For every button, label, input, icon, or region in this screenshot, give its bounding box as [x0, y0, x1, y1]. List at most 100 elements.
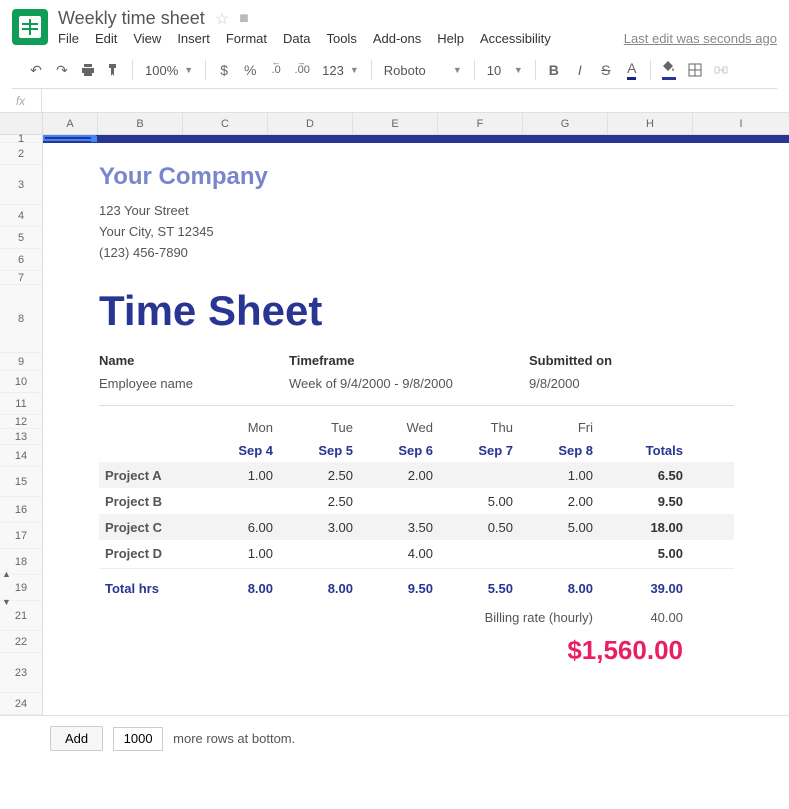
menu-bar: File Edit View Insert Format Data Tools …	[58, 31, 777, 46]
hours-cell: 3.00	[279, 516, 359, 539]
row-head-2[interactable]: 2	[0, 143, 42, 165]
star-icon[interactable]: ☆	[215, 9, 229, 29]
row-head-7[interactable]: 7	[0, 271, 42, 285]
submitted-value: 9/8/2000	[529, 376, 580, 391]
font-size-select[interactable]: 10▼	[481, 58, 529, 82]
submitted-label: Submitted on	[529, 353, 612, 368]
hours-cell	[439, 471, 519, 479]
add-rows-footer: Add more rows at bottom.	[0, 715, 789, 761]
day-wed: Wed	[359, 416, 439, 439]
row-head-3[interactable]: 3	[0, 165, 42, 205]
row-head-17[interactable]: 17	[0, 523, 42, 549]
col-head-a[interactable]: A	[43, 113, 98, 134]
increase-decimal-button[interactable]: .00→	[290, 58, 314, 82]
zoom-select[interactable]: 100%▼	[139, 58, 199, 82]
col-head-d[interactable]: D	[268, 113, 353, 134]
font-select[interactable]: Roboto▼	[378, 58, 468, 82]
row-head-10[interactable]: 10	[0, 371, 42, 393]
fill-color-button[interactable]	[657, 58, 681, 82]
decrease-decimal-button[interactable]: .0←	[264, 58, 288, 82]
more-formats-select[interactable]: 123▼	[316, 58, 365, 82]
paint-format-button[interactable]	[102, 58, 126, 82]
formula-input[interactable]	[42, 89, 789, 112]
row-head-11[interactable]: 11	[0, 393, 42, 415]
hours-cell: 2.00	[519, 490, 599, 513]
fx-label: fx	[0, 89, 42, 112]
timeframe-label: Timeframe	[289, 353, 529, 368]
folder-icon[interactable]: ■	[239, 10, 249, 28]
rows-count-input[interactable]	[113, 727, 163, 751]
date-2: Sep 6	[359, 439, 439, 462]
last-edit-link[interactable]: Last edit was seconds ago	[624, 31, 777, 46]
menu-view[interactable]: View	[133, 31, 161, 46]
undo-button[interactable]: ↶	[24, 58, 48, 82]
toolbar: ↶ ↷ 100%▼ $ % .0← .00→ 123▼ Roboto▼ 10▼ …	[12, 52, 777, 89]
merge-button[interactable]	[709, 58, 733, 82]
bold-button[interactable]: B	[542, 58, 566, 82]
row-head-12[interactable]: 12	[0, 415, 42, 429]
document-title[interactable]: Weekly time sheet	[58, 8, 205, 29]
redo-button[interactable]: ↷	[50, 58, 74, 82]
row-head-6[interactable]: 6	[0, 249, 42, 271]
menu-data[interactable]: Data	[283, 31, 310, 46]
menu-help[interactable]: Help	[437, 31, 464, 46]
billing-rate: 40.00	[599, 606, 689, 629]
col-head-i[interactable]: I	[693, 113, 789, 134]
italic-button[interactable]: I	[568, 58, 592, 82]
total-sum: 39.00	[599, 577, 689, 600]
name-value: Employee name	[99, 376, 289, 391]
menu-format[interactable]: Format	[226, 31, 267, 46]
row-head-15[interactable]: 15	[0, 467, 42, 497]
row-head-5[interactable]: 5	[0, 227, 42, 249]
menu-edit[interactable]: Edit	[95, 31, 117, 46]
spreadsheet-grid: 12345678910111213141516171819▲21▼222324 …	[0, 113, 789, 715]
currency-button[interactable]: $	[212, 58, 236, 82]
row-head-23[interactable]: 23	[0, 653, 42, 693]
menu-addons[interactable]: Add-ons	[373, 31, 421, 46]
row-head-1[interactable]: 1	[0, 135, 42, 143]
project-total: 5.00	[599, 542, 689, 565]
project-total: 18.00	[599, 516, 689, 539]
add-rows-button[interactable]: Add	[50, 726, 103, 751]
project-row: Project C6.003.003.500.505.0018.00	[99, 514, 734, 540]
percent-button[interactable]: %	[238, 58, 262, 82]
row-head-24[interactable]: 24	[0, 693, 42, 715]
row-head-14[interactable]: 14	[0, 445, 42, 467]
hours-table: Mon Tue Wed Thu Fri Sep 4 Sep 5 Sep 6	[99, 416, 734, 670]
header-bar	[43, 135, 789, 143]
col-head-c[interactable]: C	[183, 113, 268, 134]
hours-cell: 1.00	[519, 464, 599, 487]
col-head-f[interactable]: F	[438, 113, 523, 134]
row-head-9[interactable]: 9	[0, 353, 42, 371]
sheets-logo[interactable]	[12, 9, 48, 45]
col-head-b[interactable]: B	[98, 113, 183, 134]
row-head-22[interactable]: 22	[0, 631, 42, 653]
menu-file[interactable]: File	[58, 31, 79, 46]
hours-cell	[439, 549, 519, 557]
row-head-8[interactable]: 8	[0, 285, 42, 353]
hours-cell	[279, 549, 359, 557]
borders-button[interactable]	[683, 58, 707, 82]
strike-button[interactable]: S	[594, 58, 618, 82]
print-button[interactable]	[76, 58, 100, 82]
day-mon: Mon	[199, 416, 279, 439]
col-head-h[interactable]: H	[608, 113, 693, 134]
company-name: Your Company	[99, 163, 734, 191]
hours-cell: 5.00	[439, 490, 519, 513]
row-head-4[interactable]: 4	[0, 205, 42, 227]
row-head-16[interactable]: 16	[0, 497, 42, 523]
col-head-e[interactable]: E	[353, 113, 438, 134]
rows-suffix: more rows at bottom.	[173, 731, 295, 746]
menu-accessibility[interactable]: Accessibility	[480, 31, 551, 46]
project-total: 6.50	[599, 464, 689, 487]
hours-cell: 6.00	[199, 516, 279, 539]
row-head-13[interactable]: 13	[0, 429, 42, 445]
sheet-body[interactable]: Your Company 123 Your Street Your City, …	[43, 135, 789, 680]
menu-insert[interactable]: Insert	[177, 31, 210, 46]
hours-cell: 2.50	[279, 464, 359, 487]
text-color-button[interactable]: A	[620, 58, 644, 82]
hours-cell: 1.00	[199, 464, 279, 487]
col-head-g[interactable]: G	[523, 113, 608, 134]
menu-tools[interactable]: Tools	[326, 31, 356, 46]
total-amount: $1,560.00	[439, 631, 689, 670]
